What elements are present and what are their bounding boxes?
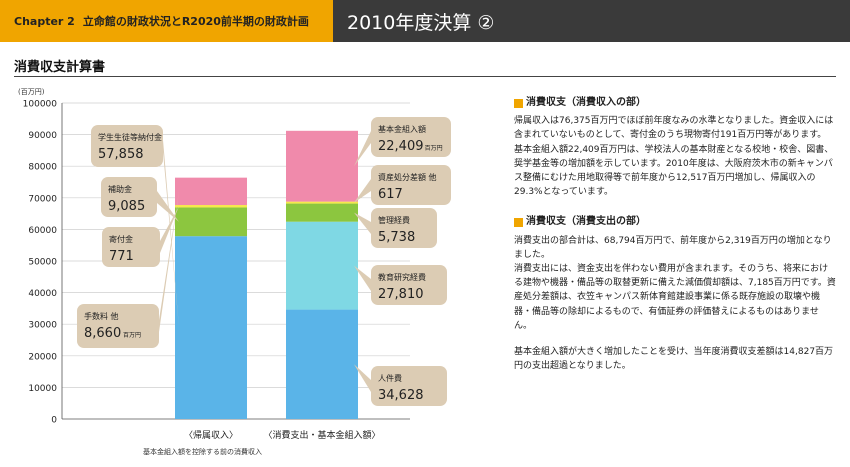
bar-segment (175, 236, 247, 419)
paragraph: 帰属収入は76,375百万円でほぼ前年度なみの水準となりました。資金収入には含ま… (514, 116, 834, 141)
title-divider (14, 76, 836, 77)
y-tick-label: 60000 (28, 226, 57, 236)
page-heading: 2010年度決算 ② (347, 11, 495, 34)
callout-pointer (160, 206, 179, 253)
y-tick-label: 40000 (28, 289, 57, 299)
section-heading-expense: 消費収支（消費支出の部） (526, 216, 646, 228)
section-heading: 消費収支（消費収入の部） (514, 96, 836, 110)
data-value-label: 5,738 (378, 230, 415, 245)
callout-box (371, 366, 447, 406)
callout-box (371, 208, 437, 248)
callout-pointer (163, 140, 179, 328)
callout-box (102, 227, 160, 267)
series-name-label: 教育研究経費 (378, 272, 426, 282)
y-axis-unit: (百万円) (18, 88, 45, 96)
callout-box (371, 165, 451, 205)
y-tick-label: 70000 (28, 194, 57, 204)
orange-square-icon (514, 218, 523, 228)
paragraph: 基本金組入額が大きく増加したことを受け、当年度消費収支差額は14,827百万円の… (514, 347, 834, 372)
category-label: 〈消費支出・基本金組入額〉 (263, 429, 380, 441)
bar-segment (286, 130, 358, 202)
explanation-panel: 消費収支（消費収入の部） 帰属収入は76,375百万円でほぼ前年度なみの水準とな… (514, 96, 836, 373)
callout-box (371, 265, 447, 305)
series-name-label: 人件費 (378, 373, 402, 383)
data-value-label: 57,858 (98, 147, 144, 162)
y-tick-label: 100000 (23, 100, 58, 110)
stacked-bar-chart: (百万円) 0 10000 20000 30000 40000 50000 60000 7000… (18, 88, 451, 456)
chapter-bar: Chapter 2 立命館の財政状況とR2020前半期の財政計画 (0, 0, 333, 42)
section-heading-income: 消費収支（消費収入の部） (526, 97, 646, 108)
bar-segment (175, 205, 247, 208)
callout-pointer (354, 364, 371, 392)
category-label: 〈帰属収入〉 (184, 429, 238, 441)
y-tick-label: 80000 (28, 163, 57, 173)
bar-segment (286, 201, 358, 204)
data-value-label: 9,085 (108, 199, 145, 214)
y-tick-label: 30000 (28, 321, 57, 331)
bar-segment (286, 309, 358, 419)
series-name-label: 資産処分差額 他 (378, 172, 437, 182)
callout-pointer (354, 179, 371, 203)
y-tick-label: 20000 (28, 352, 57, 362)
paragraph: 基本金組入額22,409百万円は、学校法人の基本財産となる校地・校舎、図書、奨学… (514, 144, 834, 198)
callout-box (371, 117, 451, 157)
unit-label: 百万円 (425, 145, 443, 152)
data-value-label: 34,628 (378, 388, 424, 403)
footnote: 基本金組入額を控除する前の消費収入 (143, 447, 262, 456)
bar-segment (175, 207, 247, 237)
data-value-label: 27,810 (378, 287, 424, 302)
unit-label: 百万円 (123, 332, 141, 339)
series-name-label: 手数料 他 (84, 311, 119, 321)
bar-segment (286, 203, 358, 222)
chapter-label: Chapter 2 (14, 14, 75, 28)
callout-box (91, 125, 163, 167)
data-value-label: 8,660 (84, 326, 121, 341)
y-tick-label: 10000 (28, 384, 57, 394)
bar-segment (175, 177, 247, 206)
bar-segment (286, 221, 358, 310)
data-value-label: 771 (109, 249, 134, 264)
series-name-label: 管理経費 (378, 215, 410, 225)
series-name-label: 基本金組入額 (378, 124, 426, 134)
callout-pointer (159, 191, 179, 332)
y-tick-label: 0 (51, 416, 57, 426)
data-value-label: 22,409 (378, 139, 424, 154)
chapter-title: 立命館の財政状況とR2020前半期の財政計画 (82, 15, 309, 28)
series-name-label: 学生生徒等納付金 (98, 132, 162, 142)
callout-box (101, 177, 157, 217)
orange-square-icon (514, 98, 523, 108)
series-name-label: 寄付金 (109, 234, 133, 244)
callout-box (77, 304, 159, 348)
section-heading: 消費収支（消費支出の部） (514, 215, 836, 229)
paragraph: 消費支出の部合計は、68,794百万円で、前年度から2,319百万円の増加となり… (514, 235, 832, 260)
callout-pointer (354, 212, 371, 234)
page-title: 消費収支計算書 (14, 60, 106, 75)
series-name-label: 補助金 (108, 184, 132, 194)
callout-pointer (157, 191, 179, 222)
y-tick-label: 90000 (28, 131, 57, 141)
y-tick-label: 50000 (28, 258, 57, 268)
data-value-label: 617 (378, 187, 403, 202)
page-heading-bar: 2010年度決算 ② (333, 0, 850, 42)
paragraph: 消費支出には、資金支出を伴わない費用が含まれます。そのうち、将来における建物や機… (514, 264, 836, 331)
